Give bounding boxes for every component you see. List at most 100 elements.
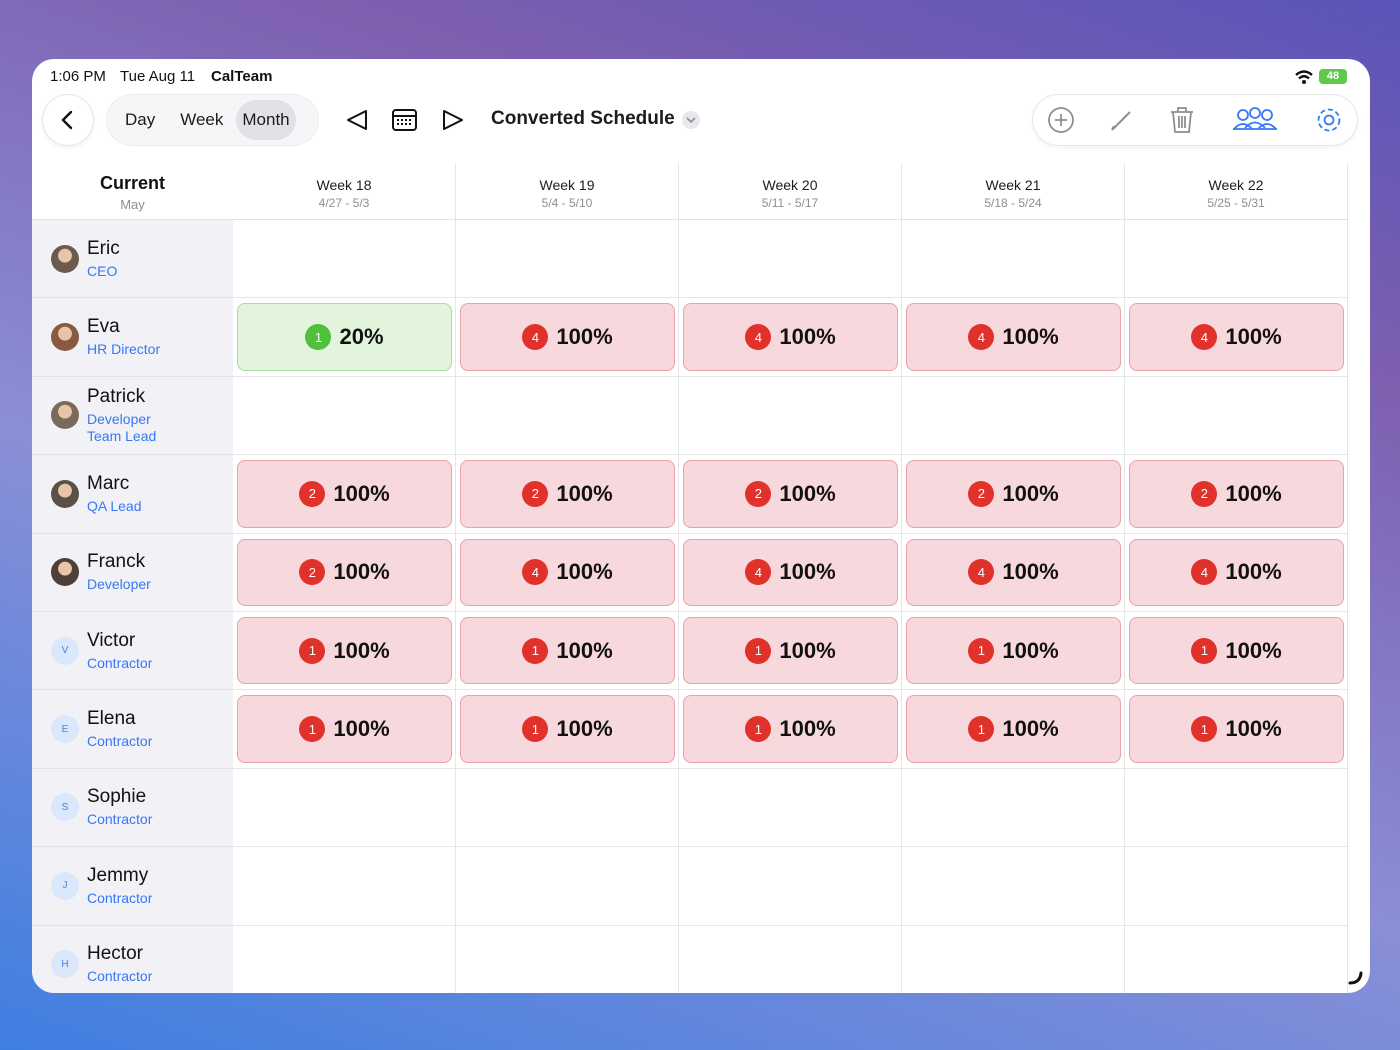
- schedule-cell[interactable]: 2 100%: [233, 533, 456, 612]
- allocation-card[interactable]: 4 100%: [906, 538, 1121, 606]
- schedule-cell[interactable]: [902, 220, 1125, 299]
- person-name: Hector: [87, 943, 143, 965]
- schedule-cell[interactable]: 2 100%: [902, 455, 1125, 534]
- allocation-card[interactable]: 1 100%: [906, 695, 1121, 763]
- schedule-cell[interactable]: 4 100%: [1125, 533, 1348, 612]
- prev-button[interactable]: [347, 110, 367, 130]
- schedule-cell[interactable]: [233, 925, 456, 993]
- schedule-cell[interactable]: 4 100%: [902, 533, 1125, 612]
- schedule-cell[interactable]: [902, 925, 1125, 993]
- edit-button[interactable]: [1111, 111, 1131, 131]
- schedule-cell[interactable]: 4 100%: [456, 533, 679, 612]
- title-dropdown[interactable]: [681, 110, 701, 130]
- allocation-card[interactable]: 2 100%: [460, 460, 675, 528]
- schedule-cell[interactable]: [233, 376, 456, 456]
- schedule-cell[interactable]: [1125, 220, 1348, 299]
- view-option[interactable]: Month: [236, 100, 296, 140]
- schedule-cell[interactable]: [902, 376, 1125, 456]
- allocation-card[interactable]: 1 100%: [1129, 617, 1344, 685]
- allocation-card[interactable]: 1 100%: [460, 695, 675, 763]
- allocation-card[interactable]: 4 100%: [683, 303, 898, 371]
- person-cell: V Victor Contractor: [32, 612, 233, 691]
- person-roles: Contractor: [87, 968, 152, 985]
- schedule-cell[interactable]: 1 100%: [456, 612, 679, 691]
- calendar-button[interactable]: [392, 109, 417, 131]
- schedule-cell[interactable]: 4 100%: [456, 298, 679, 377]
- allocation-card[interactable]: 1 100%: [683, 695, 898, 763]
- person-cell: Franck Developer: [32, 533, 233, 612]
- schedule-cell[interactable]: 4 100%: [679, 298, 902, 377]
- person-name: Victor: [87, 629, 136, 651]
- person-name: Sophie: [87, 786, 147, 808]
- allocation-card[interactable]: 2 100%: [1129, 460, 1344, 528]
- schedule-cell[interactable]: [456, 220, 679, 299]
- allocation-card[interactable]: 4 100%: [906, 303, 1121, 371]
- schedule-cell[interactable]: 2 100%: [1125, 455, 1348, 534]
- schedule-cell[interactable]: [679, 768, 902, 848]
- schedule-cell[interactable]: [456, 768, 679, 848]
- allocation-card[interactable]: 1 100%: [237, 695, 452, 763]
- allocation-card[interactable]: 4 100%: [460, 303, 675, 371]
- schedule-cell[interactable]: [679, 376, 902, 456]
- next-button[interactable]: [443, 110, 463, 130]
- schedule-cell[interactable]: 1 100%: [902, 612, 1125, 691]
- allocation-percent: 100%: [556, 559, 613, 585]
- allocation-card[interactable]: 4 100%: [683, 538, 898, 606]
- week-header: Week 19 5/4 - 5/10: [456, 163, 679, 220]
- allocation-card[interactable]: 2 100%: [237, 460, 452, 528]
- allocation-card[interactable]: 4 100%: [460, 538, 675, 606]
- schedule-cell[interactable]: 4 100%: [902, 298, 1125, 377]
- allocation-card[interactable]: 1 100%: [906, 617, 1121, 685]
- schedule-cell[interactable]: 1 100%: [233, 690, 456, 769]
- allocation-card[interactable]: 1 100%: [1129, 695, 1344, 763]
- allocation-card[interactable]: 2 100%: [237, 538, 452, 606]
- avatar-photo: [51, 244, 79, 273]
- schedule-cell[interactable]: 1 20%: [233, 298, 456, 377]
- schedule-cell[interactable]: [233, 768, 456, 848]
- schedule-cell[interactable]: [1125, 768, 1348, 848]
- schedule-cell[interactable]: 4 100%: [679, 533, 902, 612]
- delete-button[interactable]: [1171, 107, 1193, 133]
- avatar-photo: [51, 323, 79, 352]
- allocation-card[interactable]: 2 100%: [683, 460, 898, 528]
- schedule-cell[interactable]: 2 100%: [679, 455, 902, 534]
- schedule-cell[interactable]: [679, 925, 902, 993]
- schedule-cell[interactable]: [1125, 847, 1348, 926]
- schedule-cell[interactable]: [679, 847, 902, 926]
- schedule-cell[interactable]: [456, 847, 679, 926]
- schedule-cell[interactable]: [902, 768, 1125, 848]
- add-button[interactable]: [1048, 107, 1074, 133]
- allocation-card[interactable]: 1 100%: [683, 617, 898, 685]
- person-info: Patrick Developer Team Lead: [87, 386, 156, 445]
- schedule-cell[interactable]: [456, 925, 679, 993]
- schedule-cell[interactable]: [1125, 376, 1348, 456]
- schedule-cell[interactable]: [233, 220, 456, 299]
- schedule-cell[interactable]: 1 100%: [679, 690, 902, 769]
- schedule-title[interactable]: Converted Schedule: [491, 108, 675, 129]
- team-button[interactable]: [1233, 107, 1277, 130]
- schedule-cell[interactable]: [902, 847, 1125, 926]
- schedule-cell[interactable]: 2 100%: [233, 455, 456, 534]
- schedule-cell[interactable]: [456, 376, 679, 456]
- allocation-card[interactable]: 1 100%: [237, 617, 452, 685]
- schedule-cell[interactable]: 1 100%: [456, 690, 679, 769]
- schedule-cell[interactable]: 1 100%: [902, 690, 1125, 769]
- allocation-card[interactable]: 4 100%: [1129, 538, 1344, 606]
- view-option[interactable]: Day: [125, 110, 156, 129]
- schedule-cell[interactable]: 1 100%: [233, 612, 456, 691]
- schedule-cell[interactable]: 1 100%: [1125, 690, 1348, 769]
- schedule-cell[interactable]: 2 100%: [456, 455, 679, 534]
- back-button[interactable]: [43, 95, 93, 145]
- schedule-cell[interactable]: [679, 220, 902, 299]
- allocation-card[interactable]: 4 100%: [1129, 303, 1344, 371]
- allocation-card[interactable]: 1 100%: [460, 617, 675, 685]
- schedule-cell[interactable]: 1 100%: [679, 612, 902, 691]
- allocation-card[interactable]: 2 100%: [906, 460, 1121, 528]
- schedule-cell[interactable]: 1 100%: [1125, 612, 1348, 691]
- schedule-cell[interactable]: [1125, 925, 1348, 993]
- schedule-cell[interactable]: [233, 847, 456, 926]
- schedule-cell[interactable]: 4 100%: [1125, 298, 1348, 377]
- settings-button[interactable]: [1317, 108, 1341, 132]
- allocation-card[interactable]: 1 20%: [237, 303, 452, 371]
- view-option[interactable]: Week: [180, 110, 224, 129]
